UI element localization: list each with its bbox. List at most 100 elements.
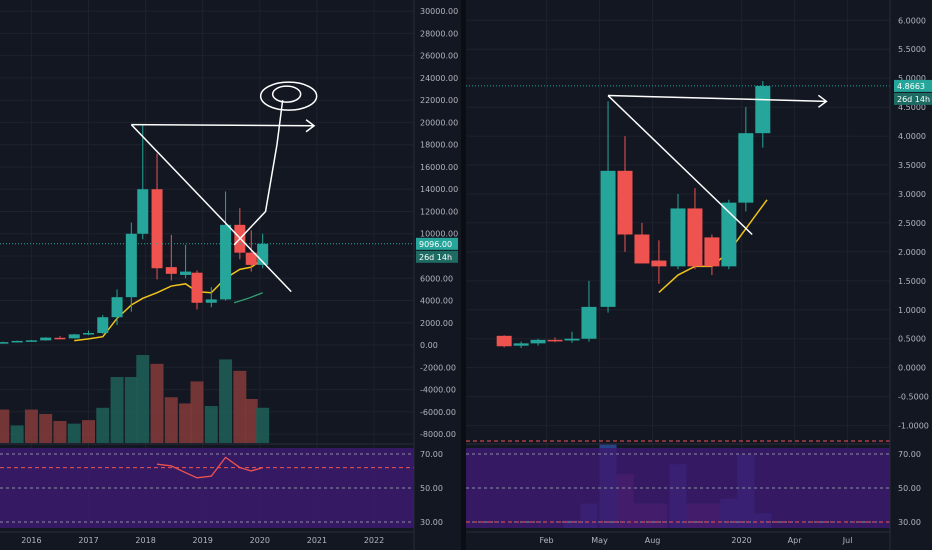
candle-body [513, 343, 529, 346]
price-tick-label: -1.0000 [898, 422, 929, 431]
volume-bar [24, 409, 38, 443]
arrow-head [305, 119, 316, 133]
left-chart-pane[interactable]: 70.00 50.00 30.00 30000.00 28000.00 26000.00 2… [0, 0, 458, 550]
candle-body [205, 299, 217, 303]
left-volume-bars [0, 355, 270, 443]
candle-body [634, 234, 650, 264]
time-tick-label: 2019 [193, 536, 213, 545]
secondary-average-line [233, 292, 263, 304]
left-candles [0, 124, 269, 344]
candle-body [617, 170, 633, 235]
time-tick-label: May [591, 536, 608, 545]
candle-body [54, 337, 66, 340]
price-tick-label: -2000.00 [420, 363, 456, 372]
candle-body [564, 338, 580, 341]
price-tick-label: 2.5000 [898, 219, 926, 228]
price-tick-label: 6.0000 [898, 16, 926, 25]
candle-body [11, 340, 23, 343]
trend-line [607, 94, 753, 236]
oscillator-line [156, 456, 263, 479]
price-tick-label: 16000.00 [420, 163, 458, 172]
right-time-axis: Feb May Aug 2020 Apr Jul [466, 0, 891, 550]
pane-divider[interactable] [461, 0, 466, 550]
price-tick-label: 28000.00 [420, 29, 458, 38]
volume-bar [67, 423, 81, 443]
last-price-label: 9096.00 [419, 240, 452, 249]
time-tick-label: Jul [842, 536, 853, 545]
volume-bar [110, 377, 124, 443]
candle-body [125, 233, 137, 298]
last-price-label: 4.8663 [897, 82, 925, 91]
volume-bar [10, 425, 24, 443]
oscillator-tick-label: 50.00 [898, 484, 921, 493]
right-candles [496, 81, 771, 348]
price-tick-label: 0.00 [420, 341, 438, 350]
price-tick-label: -0.5000 [898, 393, 929, 402]
candle-body [137, 189, 149, 234]
candle-body [687, 208, 703, 267]
candle-body [547, 339, 563, 342]
time-tick-label: Apr [788, 536, 803, 545]
candle-body [0, 342, 9, 344]
candle-body [83, 333, 95, 335]
candle-body [670, 208, 686, 267]
price-tick-label: 3.0000 [898, 190, 926, 199]
candle-body [97, 317, 109, 334]
volume-bar [39, 413, 53, 443]
volume-bar [179, 403, 193, 443]
countdown-label: 26d 14h [419, 253, 452, 262]
candle-body [651, 260, 667, 267]
right-chart-pane[interactable]: 70.00 50.00 30.00 6.0000 5.5000 5.0000 4.5000 4… [466, 0, 932, 550]
candle-body [220, 224, 232, 300]
time-tick-label: 2016 [21, 536, 41, 545]
time-tick-label: Feb [539, 536, 553, 545]
price-tick-label: 4.0000 [898, 132, 926, 141]
last-price-tag [416, 237, 458, 250]
candle-body [257, 243, 269, 265]
countdown-tag [416, 250, 458, 263]
candle-body [581, 306, 597, 339]
volume-bar [0, 409, 10, 443]
oscillator-tick-label: 30.00 [420, 518, 443, 527]
candle-body [165, 267, 177, 274]
price-tick-label: 5.0000 [898, 74, 926, 83]
left-price-axis: 70.00 50.00 30.00 30000.00 28000.00 26000.00 2… [416, 7, 458, 527]
arrow-head [817, 94, 828, 108]
right-drawings [466, 85, 890, 236]
last-price-tag [894, 79, 932, 92]
price-tick-label: -6000.00 [420, 408, 456, 417]
time-tick-label: 2020 [250, 536, 270, 545]
projection-path [233, 100, 284, 246]
price-tick-label: 20000.00 [420, 118, 458, 127]
candle-body [151, 189, 163, 269]
candle-body [530, 339, 546, 344]
price-tick-label: 14000.00 [420, 185, 458, 194]
volume-bar [244, 399, 258, 443]
right-price-axis: 70.00 50.00 30.00 6.0000 5.5000 5.0000 4.5000 4… [894, 16, 932, 527]
volume-bar [164, 397, 178, 443]
oscillator-tick-label: 50.00 [420, 484, 443, 493]
price-tick-label: 10000.00 [420, 230, 458, 239]
price-tick-label: 4000.00 [420, 297, 453, 306]
volume-bar [96, 407, 110, 443]
time-tick-label: 2017 [78, 536, 98, 545]
time-tick-label: 2020 [731, 536, 751, 545]
price-tick-label: 24000.00 [420, 74, 458, 83]
left-drawings [0, 81, 414, 293]
candle-body [496, 335, 512, 347]
price-tick-label: 26000.00 [420, 52, 458, 61]
volume-bar [150, 363, 164, 443]
candle-body [111, 297, 123, 318]
countdown-label: 26d 14h [897, 95, 930, 104]
candle-body [600, 170, 616, 307]
price-tick-label: 18000.00 [420, 141, 458, 150]
candle-body [68, 334, 80, 339]
price-tick-label: 22000.00 [420, 96, 458, 105]
price-tick-label: 2.0000 [898, 248, 926, 257]
time-tick-label: Aug [645, 536, 661, 545]
candle-body [25, 340, 37, 342]
price-tick-label: 12000.00 [420, 207, 458, 216]
candle-body [191, 272, 203, 303]
oscillator-tick-label: 70.00 [420, 450, 443, 459]
